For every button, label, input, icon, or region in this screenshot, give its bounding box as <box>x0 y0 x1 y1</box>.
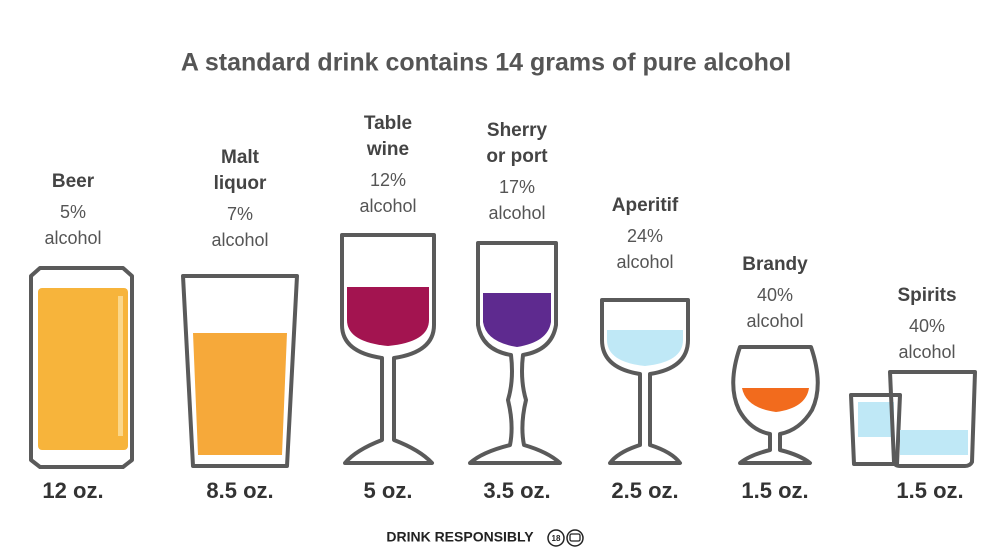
drink-abv-unit: alcohol <box>359 196 416 216</box>
drink-name: Brandy <box>742 254 808 275</box>
drink-abv: 5% <box>60 202 86 222</box>
sherry-glass <box>468 241 562 465</box>
drink-abv-unit: alcohol <box>44 228 101 248</box>
car-badge <box>566 529 584 547</box>
drink-name: Malt <box>221 147 260 168</box>
drink-volume: 1.5 oz. <box>741 478 808 503</box>
drink-abv: 17% <box>499 177 535 197</box>
drink-volume: 3.5 oz. <box>483 478 550 503</box>
drink-abv: 40% <box>909 316 945 336</box>
drink-name: Sherry <box>487 120 548 141</box>
spirits-glasses <box>849 370 977 468</box>
drink-abv-unit: alcohol <box>211 230 268 250</box>
malt-glass <box>181 274 299 468</box>
drink-name: Spirits <box>897 285 956 306</box>
aperitif-glass <box>600 298 690 465</box>
drink-abv: 7% <box>227 204 253 224</box>
drink-abv: 40% <box>757 285 793 305</box>
drink-abv: 12% <box>370 170 406 190</box>
drink-name: Aperitif <box>612 195 679 216</box>
age-badge <box>547 529 565 547</box>
drink-abv-unit: alcohol <box>488 203 545 223</box>
drink-volume: 2.5 oz. <box>611 478 678 503</box>
drink-name: Table <box>364 113 412 134</box>
title: A standard drink contains 14 grams of pu… <box>181 49 791 77</box>
drink-volume: 1.5 oz. <box>896 478 963 503</box>
footer-text: DRINK RESPONSIBLY <box>386 529 534 545</box>
age-badge-text: 18 <box>552 534 561 543</box>
drink-volume: 8.5 oz. <box>206 478 273 503</box>
drink-volume: 12 oz. <box>42 478 103 503</box>
wine-glass <box>340 233 436 465</box>
drink-name: liquor <box>214 173 267 194</box>
drink-volume: 5 oz. <box>364 478 413 503</box>
drink-abv: 24% <box>627 226 663 246</box>
drink-abv-unit: alcohol <box>898 342 955 362</box>
drink-name: or port <box>486 146 548 167</box>
drink-name: wine <box>366 139 409 160</box>
drink-abv-unit: alcohol <box>746 311 803 331</box>
drink-abv-unit: alcohol <box>616 252 673 272</box>
car-icon <box>569 533 581 542</box>
brandy-glass <box>731 345 820 465</box>
drink-name: Beer <box>52 171 95 192</box>
beer-can <box>29 266 134 469</box>
